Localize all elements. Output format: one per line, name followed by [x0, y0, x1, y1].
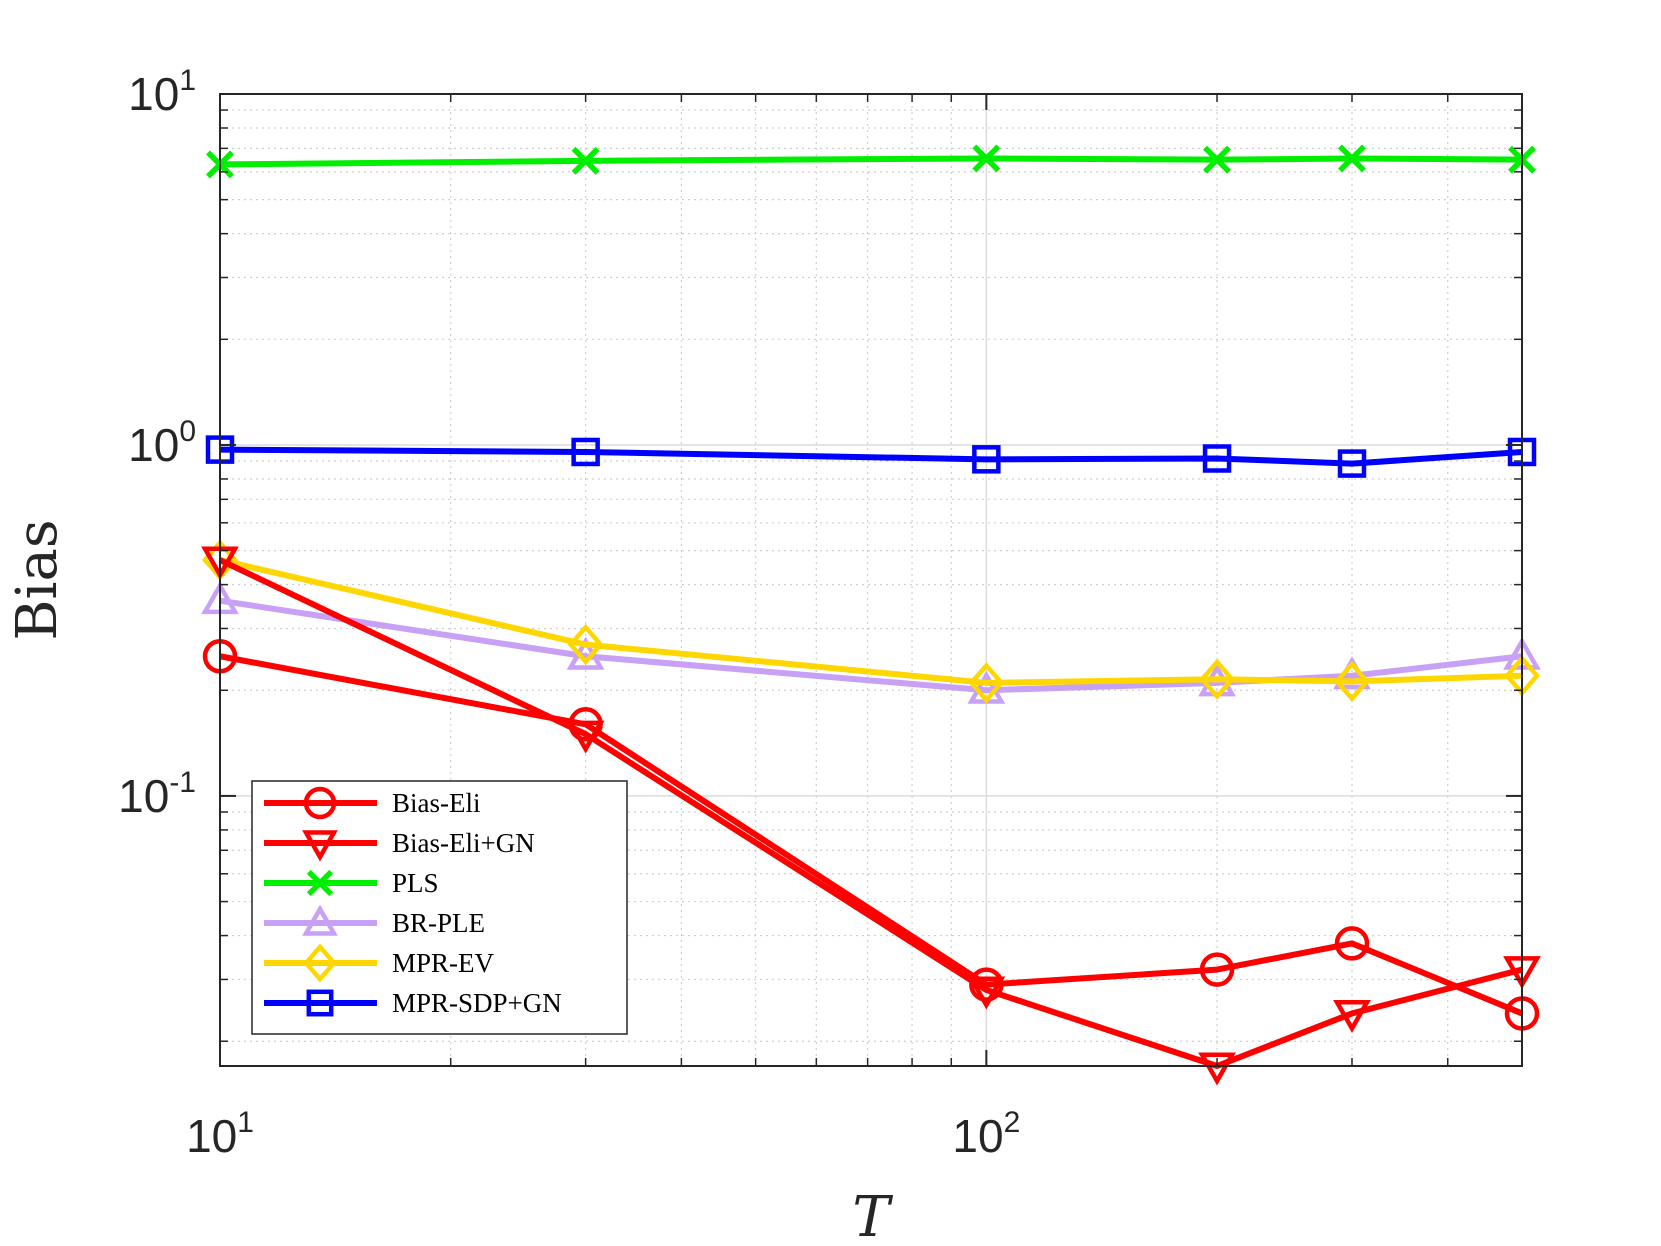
- y-axis-label: Bias: [5, 519, 70, 640]
- data-point: [1199, 952, 1235, 987]
- legend-label: Bias-Eli: [392, 788, 481, 818]
- legend-item: BR-PLE: [264, 904, 485, 938]
- x-tick-label: 101: [186, 1106, 254, 1162]
- y-tick-label: 101: [128, 64, 196, 120]
- legend-marker: [303, 786, 337, 820]
- series-line: [219, 155, 1523, 168]
- legend-item: Bias-Eli+GN: [264, 828, 535, 862]
- legend-label: PLS: [392, 868, 439, 898]
- plot-frame: [219, 93, 1523, 1067]
- legend-marker: [306, 869, 334, 897]
- x-tick-label: 102: [952, 1106, 1020, 1162]
- data-point: [1202, 444, 1232, 473]
- series-layer: [201, 144, 1541, 1086]
- series-line: [219, 557, 1523, 686]
- legend: Bias-Eli Bias-Eli+GN PLS BR-PLE MPR-EV MPR-SD…: [251, 780, 628, 1035]
- series-line: [218, 557, 1523, 1069]
- series-line: [219, 653, 1524, 1017]
- x-tick-labels: 101 102: [186, 1106, 1020, 1162]
- data-point: [968, 662, 1005, 704]
- data-point: [1334, 926, 1370, 961]
- data-point: [567, 623, 604, 666]
- legend-label: Bias-Eli+GN: [392, 828, 535, 858]
- data-point: [1199, 658, 1236, 700]
- data-point: [1338, 144, 1366, 173]
- data-point: [969, 967, 1004, 1002]
- data-point: [571, 146, 600, 175]
- data-point: [967, 976, 1006, 1010]
- data-point: [1203, 145, 1231, 174]
- y-tick-label: 100: [128, 415, 196, 471]
- legend-item: MPR-EV: [264, 943, 495, 983]
- legend-label: MPR-SDP+GN: [392, 988, 562, 1018]
- legend-marker: [303, 943, 337, 983]
- data-point: [972, 144, 1001, 173]
- data-point: [568, 707, 603, 742]
- data-point: [1333, 999, 1371, 1033]
- data-point: [1334, 660, 1370, 703]
- x-axis-label: T: [852, 1185, 893, 1246]
- y-tick-label: 10-1: [118, 766, 196, 822]
- axis-ticks: [219, 93, 1523, 1066]
- series-line: [219, 446, 1523, 467]
- legend-label: BR-PLE: [392, 908, 485, 938]
- legend-marker: [306, 989, 334, 1017]
- data-point: [972, 445, 1001, 474]
- legend-marker: [302, 904, 338, 936]
- y-tick-labels: 101 100 10-1: [118, 64, 196, 822]
- series-line: [219, 597, 1523, 694]
- legend-marker: [302, 830, 338, 862]
- legend-item: PLS: [264, 868, 439, 898]
- series-pls: [206, 144, 1536, 179]
- data-point: [1198, 1052, 1236, 1086]
- data-point: [1337, 449, 1367, 478]
- data-point: [571, 437, 600, 467]
- legend-item: MPR-SDP+GN: [264, 988, 562, 1018]
- legend-label: MPR-EV: [392, 948, 495, 978]
- legend-item: Bias-Eli: [264, 786, 481, 820]
